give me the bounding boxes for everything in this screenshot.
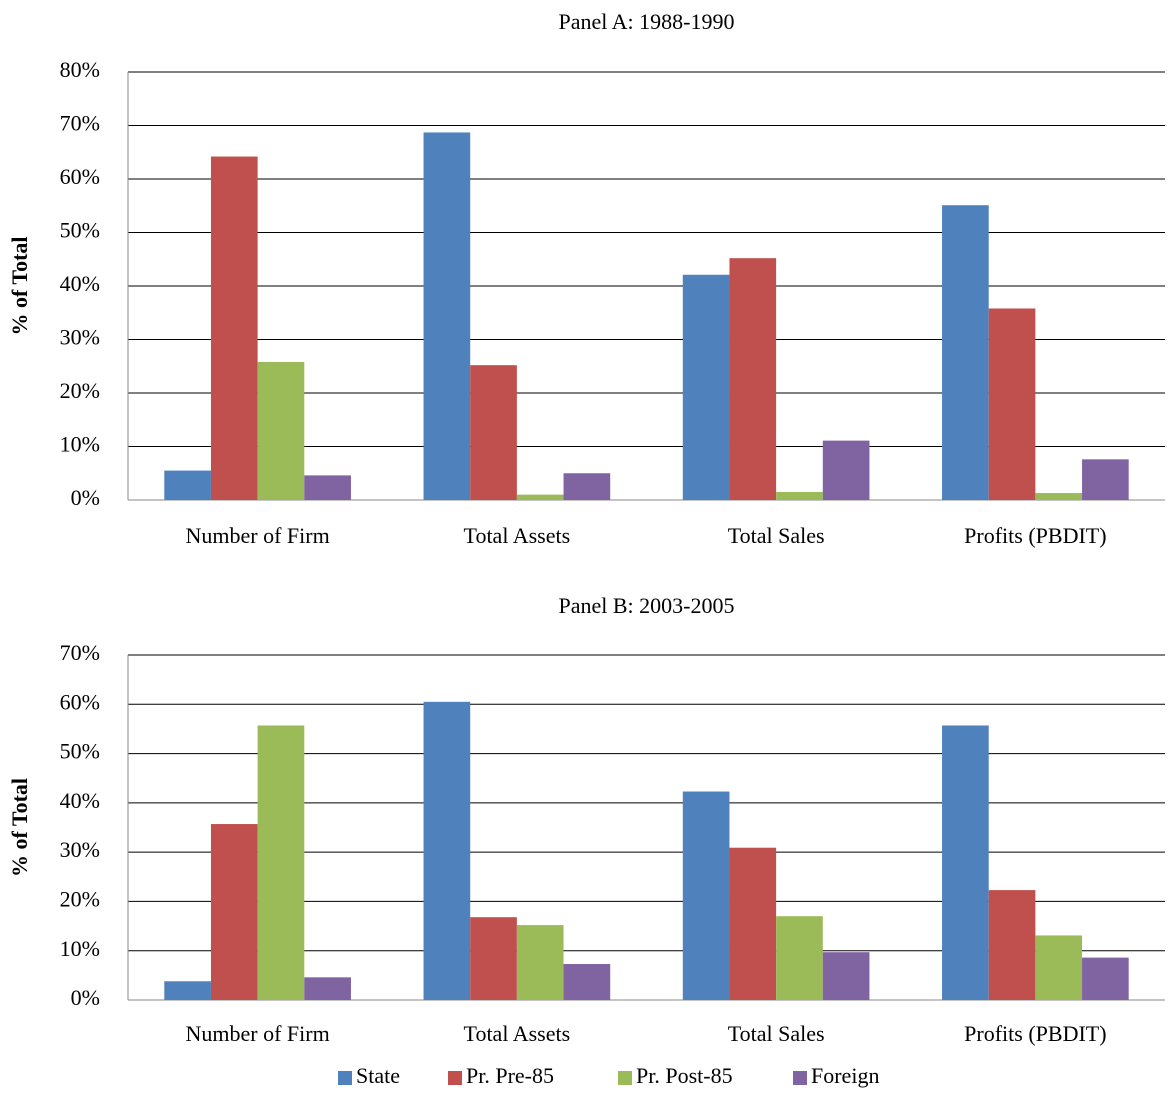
bar — [516, 494, 564, 500]
legend-label: Foreign — [811, 1063, 879, 1088]
bar — [164, 981, 211, 1000]
bar — [682, 274, 730, 500]
bar — [988, 890, 1036, 1000]
bar — [257, 361, 305, 500]
x-tick-label: Profits (PBDIT) — [964, 1021, 1106, 1046]
y-tick-label: 0% — [71, 985, 100, 1010]
y-tick-label: 20% — [60, 378, 100, 403]
legend-swatch — [338, 1071, 352, 1085]
x-tick-label: Total Assets — [464, 523, 571, 548]
legend-swatch — [793, 1071, 807, 1085]
chart-title: Panel A: 1988-1990 — [559, 9, 735, 34]
bar — [729, 847, 777, 1000]
y-tick-label: 30% — [60, 325, 100, 350]
legend-label: Pr. Post-85 — [636, 1063, 733, 1088]
bar — [423, 701, 471, 1000]
y-tick-label: 0% — [71, 485, 100, 510]
bar — [988, 308, 1036, 500]
bar — [822, 952, 870, 1000]
bar — [304, 475, 351, 500]
chart-title: Panel B: 2003-2005 — [559, 593, 735, 618]
bar — [682, 791, 730, 1000]
y-tick-label: 20% — [60, 886, 100, 911]
bar — [563, 473, 611, 500]
y-tick-label: 50% — [60, 739, 100, 764]
bar — [470, 365, 517, 500]
x-tick-label: Total Sales — [728, 1021, 825, 1046]
bar — [729, 258, 777, 500]
bar — [516, 925, 564, 1000]
bar — [822, 440, 870, 500]
y-tick-label: 80% — [60, 57, 100, 82]
bar — [423, 132, 471, 500]
bar — [776, 916, 823, 1000]
bar — [257, 725, 305, 1000]
y-tick-label: 60% — [60, 689, 100, 714]
y-tick-label: 40% — [60, 271, 100, 296]
bar — [942, 725, 989, 1000]
x-tick-label: Total Sales — [728, 523, 825, 548]
legend-label: State — [356, 1063, 400, 1088]
y-tick-label: 10% — [60, 432, 100, 457]
bar — [942, 205, 989, 500]
bar — [210, 824, 258, 1000]
y-tick-label: 50% — [60, 218, 100, 243]
bar — [563, 964, 611, 1000]
bar — [1082, 459, 1129, 500]
legend-swatch — [448, 1071, 462, 1085]
bar — [164, 470, 211, 500]
y-tick-label: 70% — [60, 111, 100, 136]
legend-swatch — [618, 1071, 632, 1085]
y-axis-label: % of Total — [7, 236, 32, 335]
bar — [1035, 935, 1083, 1000]
bar — [1082, 957, 1129, 1000]
bar — [1035, 493, 1083, 500]
y-tick-label: 60% — [60, 164, 100, 189]
bar — [210, 156, 258, 500]
x-tick-label: Profits (PBDIT) — [964, 523, 1106, 548]
x-tick-label: Number of Firm — [186, 1021, 330, 1046]
y-tick-label: 30% — [60, 837, 100, 862]
bar — [776, 491, 823, 500]
x-tick-label: Total Assets — [464, 1021, 571, 1046]
y-tick-label: 10% — [60, 936, 100, 961]
bar — [470, 917, 517, 1000]
bar — [304, 977, 351, 1000]
x-tick-label: Number of Firm — [186, 523, 330, 548]
y-tick-label: 40% — [60, 788, 100, 813]
legend-label: Pr. Pre-85 — [466, 1063, 554, 1088]
y-axis-label: % of Total — [7, 778, 32, 877]
y-tick-label: 70% — [60, 640, 100, 665]
